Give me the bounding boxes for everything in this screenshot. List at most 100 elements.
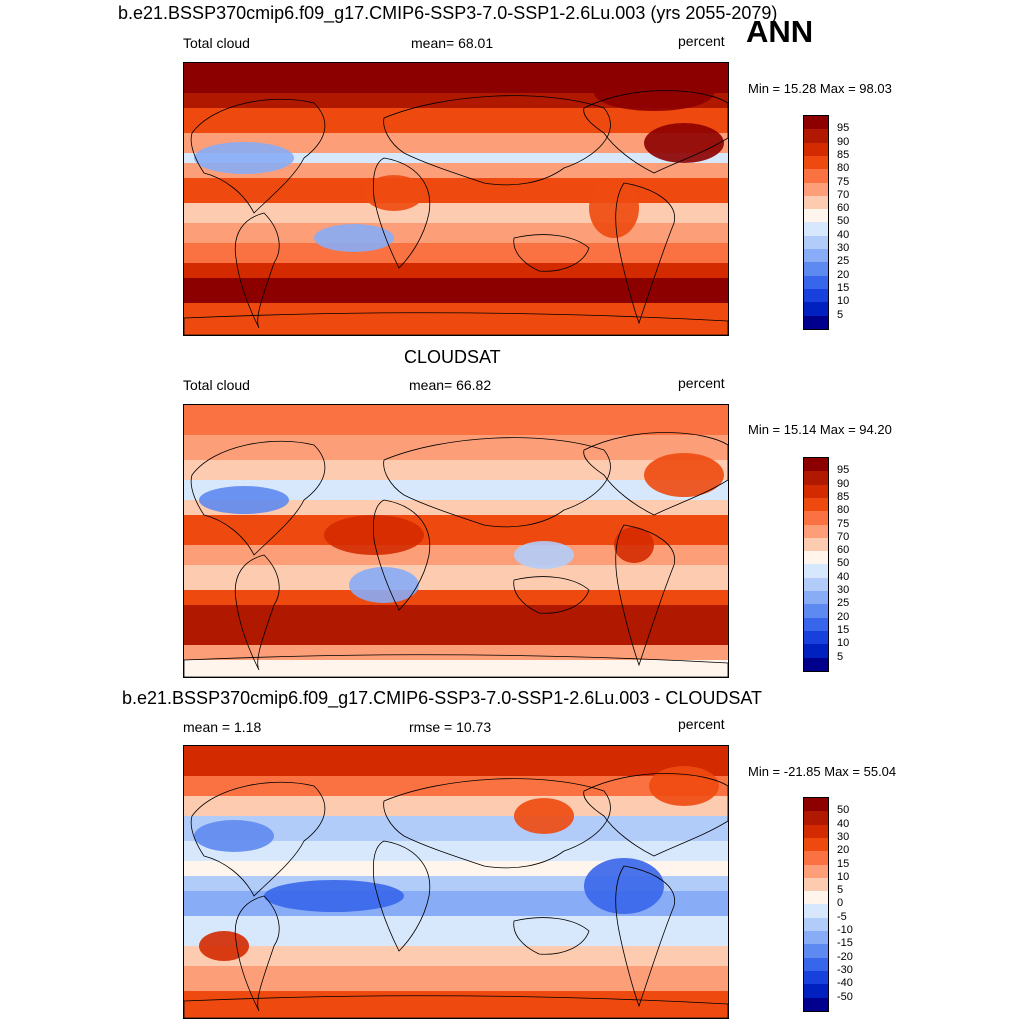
colorbar-tick-label: 70: [837, 188, 850, 201]
coastline: [234, 554, 280, 671]
colorbar-tick-label: 15: [837, 623, 850, 636]
coastline: [583, 432, 728, 516]
colorbar-box: [804, 222, 828, 237]
colorbar-tick-label: 80: [837, 162, 850, 175]
field-band: [184, 565, 728, 590]
colorbar-box: [804, 630, 828, 645]
colorbar-tick-label: 90: [837, 135, 850, 148]
field-blob: [644, 453, 724, 497]
field-band: [184, 133, 728, 153]
colorbar-tick-label: 40: [837, 570, 850, 583]
colorbar-box: [804, 644, 828, 658]
panel-mean-label: mean = 1.18: [183, 719, 262, 735]
colorbar-tick-label: 25: [837, 255, 850, 268]
colorbar-tick-label: -5: [837, 910, 847, 923]
panel-mean-label: mean= 68.01: [411, 35, 494, 51]
field-band: [184, 991, 728, 1018]
coastline: [372, 157, 431, 269]
field-blob: [314, 224, 394, 252]
colorbar-tick-label: 20: [837, 844, 850, 857]
colorbar-box: [804, 931, 828, 945]
colorbar-box: [804, 275, 828, 290]
map-field-diff: [183, 745, 729, 1019]
coastline: [513, 234, 590, 272]
colorbar-tick-label: -50: [837, 990, 853, 1003]
field-band: [184, 605, 728, 645]
colorbar-box: [804, 997, 828, 1012]
field-band: [184, 178, 728, 203]
colorbar-box: [804, 537, 828, 552]
colorbar-box: [804, 551, 828, 565]
colorbar-box: [804, 604, 828, 619]
field-band: [184, 243, 728, 263]
colorbar-box: [804, 235, 828, 250]
coastline: [190, 98, 326, 214]
colorbar-tick-label: 85: [837, 490, 850, 503]
colorbar-box: [804, 511, 828, 525]
map-svg: [184, 405, 728, 677]
colorbar-tick-label: 10: [837, 295, 850, 308]
coastline: [184, 995, 728, 1018]
season-label: ANN: [746, 14, 814, 49]
field-band: [184, 163, 728, 178]
coastline: [383, 437, 611, 528]
colorbar-box: [804, 798, 828, 812]
field-blob: [199, 931, 249, 961]
panel-minmax: Min = -21.85 Max = 55.04: [748, 764, 897, 779]
coastline: [234, 212, 280, 329]
colorbar-box: [804, 116, 828, 130]
colorbar-box: [804, 811, 828, 826]
field-blob: [614, 527, 654, 563]
colorbar-tick-label: 15: [837, 857, 850, 870]
coastline: [372, 499, 431, 611]
colorbar-box: [804, 904, 828, 919]
panel-minmax: Min = 15.14 Max = 94.20: [748, 422, 892, 437]
field-band: [184, 946, 728, 966]
field-blob: [514, 541, 574, 569]
colorbar-tick-label: 10: [837, 637, 850, 650]
coastline: [184, 654, 728, 677]
field-band: [184, 405, 728, 435]
colorbar-box: [804, 891, 828, 905]
coastline: [190, 781, 326, 897]
coastline: [615, 865, 675, 1008]
field-band: [184, 460, 728, 480]
panel-units-label: percent: [678, 375, 725, 391]
colorbar-tick-label: 95: [837, 122, 850, 135]
colorbar-tick-label: 40: [837, 228, 850, 241]
colorbar-tick-label: 30: [837, 830, 850, 843]
colorbar-strip: [803, 115, 829, 330]
colorbar-box: [804, 249, 828, 263]
colorbar-box: [804, 617, 828, 632]
colorbar-tick-label: 80: [837, 504, 850, 517]
colorbar-box: [804, 864, 828, 879]
field-band: [184, 796, 728, 816]
colorbar-tick-label: 5: [837, 650, 844, 663]
coastline: [184, 312, 728, 335]
panel-title: b.e21.BSSP370cmip6.f09_g17.CMIP6-SSP3-7.…: [122, 688, 763, 708]
coastline: [513, 917, 590, 955]
colorbar-tick-label: -30: [837, 963, 853, 976]
panel-units-label: percent: [678, 716, 725, 732]
colorbar-tick-label: 50: [837, 557, 850, 570]
panel-left-label: Total cloud: [183, 35, 250, 51]
colorbar-box: [804, 837, 828, 852]
field-band: [184, 480, 728, 500]
field-band: [184, 966, 728, 991]
colorbar-tick-label: 60: [837, 202, 850, 215]
colorbar-tick-label: 85: [837, 148, 850, 161]
coastline: [583, 773, 728, 857]
field-band: [184, 841, 728, 861]
colorbar-tick-label: 40: [837, 817, 850, 830]
colorbar-box: [804, 484, 828, 499]
colorbar-box: [804, 142, 828, 157]
colorbar-box: [804, 591, 828, 605]
colorbar-tick-label: -10: [837, 924, 853, 936]
panel-title: CLOUDSAT: [404, 347, 501, 367]
field-band: [184, 278, 728, 303]
colorbar-box: [804, 129, 828, 144]
field-blob: [584, 858, 664, 914]
panel-mean-label: mean= 66.82: [409, 377, 492, 393]
field-band: [184, 108, 728, 133]
colorbar-box: [804, 824, 828, 839]
